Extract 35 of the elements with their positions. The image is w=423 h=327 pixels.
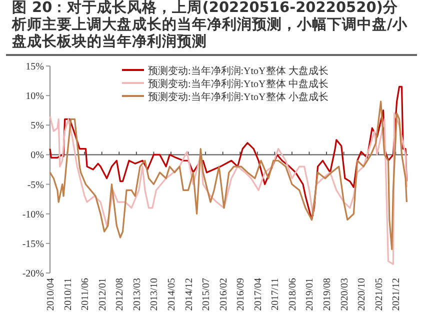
x-tick-label: 2020/10 [356,278,368,311]
x-tick-label: 2021/12 [391,278,402,311]
x-tick-label: 2019/08 [322,278,334,311]
y-tick-label: 10% [26,91,44,102]
x-tick-label: 2012/01 [97,278,108,311]
line-series [49,100,408,250]
x-tick-label: 2011/06 [80,278,92,310]
y-tick-label: 15% [26,62,44,72]
y-tick-label: -5% [27,180,44,191]
y-tick-label: 0% [30,150,44,162]
x-tick-label: 2010/04 [46,278,56,311]
x-tick-label: 2019/01 [304,278,316,311]
legend-label: 预测变动:当年净利润:YtoY整体 中盘成长 [148,78,328,90]
x-tick-label: 2014/05 [166,278,178,311]
x-tick-label: 2021/05 [374,278,385,311]
x-tick-label: 2013/10 [149,278,160,311]
x-tick-label: 2012/08 [114,278,126,311]
x-tick-label: 2010/11 [62,278,74,310]
y-tick-label: -10% [22,209,44,220]
legend-label: 预测变动:当年净利润:YtoY整体 小盘成长 [148,91,328,103]
x-tick-label: 2018/06 [287,278,298,311]
legend-label: 预测变动:当年净利润:YtoY整体 大盘成长 [148,65,328,77]
x-tick-label: 2013/03 [132,278,143,311]
x-tick-label: 2017/11 [270,278,282,310]
x-tick-label: 2015/07 [201,278,212,311]
y-tick-label: 5% [30,120,44,132]
x-tick-label: 2017/04 [252,278,264,311]
y-tick-label: -20% [22,268,44,280]
x-tick-label: 2016/02 [218,278,230,311]
y-tick-label: -15% [22,238,44,250]
x-tick-label: 2020/03 [339,278,350,311]
line-series [49,112,408,265]
chart-title: 图 20：对于成长风格，上周(20220516-20220520)分析师主要上调大盘成长的当年净利润预测，小幅下调中盘/小盘成长板块的当年净利润预测 [6,0,417,56]
x-tick-label: 2014/12 [184,278,195,311]
x-tick-label: 2016/09 [236,278,247,311]
